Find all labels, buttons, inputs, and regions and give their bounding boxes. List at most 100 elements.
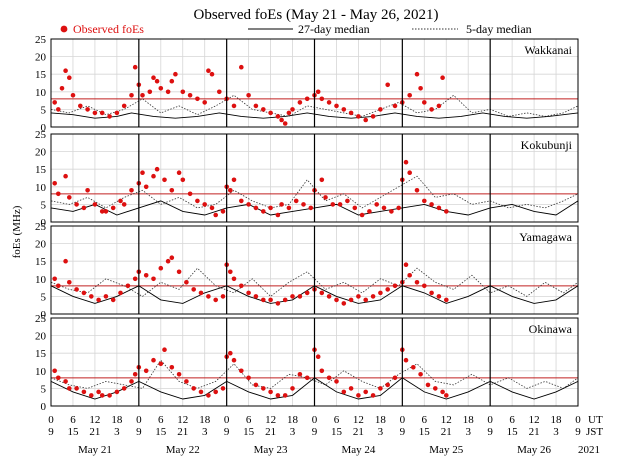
observed-point — [275, 212, 281, 218]
observed-point — [341, 301, 347, 306]
observed-point — [202, 202, 207, 207]
observed-point — [261, 297, 266, 303]
observed-point — [282, 393, 288, 398]
observed-point — [315, 89, 321, 95]
observed-point — [429, 290, 434, 296]
x-tick-ut: 6 — [70, 414, 76, 426]
observed-point — [151, 357, 156, 363]
observed-point — [253, 103, 259, 109]
observed-point — [429, 107, 434, 112]
observed-point — [103, 209, 109, 214]
observed-point — [81, 389, 87, 395]
observed-point — [129, 188, 134, 193]
observed-point — [140, 93, 145, 98]
observed-point — [290, 386, 295, 391]
observed-point — [81, 205, 87, 211]
x-tick-ut: 0 — [400, 414, 406, 426]
observed-point — [180, 177, 186, 183]
observed-point — [436, 205, 442, 211]
observed-point — [293, 198, 299, 204]
observed-point — [411, 365, 416, 370]
observed-point — [370, 393, 376, 398]
observed-point — [151, 276, 156, 282]
y-tick-label: 15 — [35, 164, 47, 176]
observed-point — [239, 368, 244, 374]
x-tick-ut: 0 — [136, 414, 142, 426]
observed-point — [85, 107, 90, 112]
x-tick-jst: 15 — [67, 426, 79, 438]
observed-point — [407, 273, 413, 278]
panel-kokubunji: 0 5 10 15 20 25 Kokubunji — [35, 129, 579, 229]
legend-observed-label: Observed foEs — [73, 22, 144, 36]
observed-point — [253, 205, 259, 211]
observed-point — [414, 71, 420, 77]
observed-point — [220, 386, 226, 391]
observed-point — [440, 75, 445, 80]
y-tick-label: 20 — [35, 239, 47, 251]
median27-line — [50, 112, 579, 119]
observed-point — [191, 386, 196, 391]
observed-point — [239, 283, 244, 289]
observed-point — [363, 117, 369, 123]
y-tick-label: 5 — [41, 291, 47, 303]
x-tick-ut: 6 — [422, 414, 428, 426]
observed-point — [279, 202, 284, 207]
observed-point — [169, 365, 175, 370]
observed-point — [176, 269, 182, 275]
observed-point — [385, 287, 391, 292]
observed-point — [436, 294, 442, 299]
x-tick-ut: 18 — [111, 414, 123, 426]
x-tick-jst: 3 — [553, 426, 559, 438]
observed-point — [246, 290, 251, 296]
observed-point — [268, 205, 273, 211]
observed-point — [231, 177, 237, 183]
observed-point — [341, 107, 347, 112]
observed-point — [444, 297, 449, 303]
x-tick-jst: 9 — [487, 426, 493, 438]
x-tick-ut: 18 — [463, 414, 475, 426]
observed-point — [323, 195, 328, 200]
y-tick-label: 10 — [35, 274, 47, 286]
x-tick-ut: 18 — [199, 414, 211, 426]
observed-point — [143, 273, 149, 278]
observed-point — [147, 89, 153, 95]
observed-point — [176, 372, 182, 377]
x-day-label: May 26 — [517, 444, 551, 456]
x-tick-ut: 18 — [287, 414, 299, 426]
y-tick-label: 10 — [35, 182, 47, 194]
station-panels: 0 5 10 15 20 25 Wakkanai 0 5 10 15 20 25 Kokubunji 0 5 1… — [35, 34, 579, 413]
x-tick-ut: 6 — [334, 414, 340, 426]
observed-point — [169, 78, 175, 84]
observed-point — [396, 205, 402, 211]
x-tick-jst: 15 — [155, 426, 167, 438]
observed-point — [158, 361, 164, 367]
observed-point — [213, 297, 218, 303]
panel-frame — [50, 38, 579, 128]
x-tick-ut: 12 — [353, 414, 364, 426]
observed-point — [418, 86, 423, 91]
observed-point — [381, 205, 387, 211]
observed-point — [132, 276, 138, 282]
y-tick-label: 20 — [35, 147, 47, 159]
observed-point — [326, 294, 332, 299]
observed-point — [418, 372, 423, 377]
observed-point — [301, 202, 306, 207]
observed-point — [132, 372, 138, 377]
observed-point — [356, 393, 361, 398]
observed-point — [191, 287, 196, 292]
x-tick-jst: 21 — [89, 426, 100, 438]
jst-label: JST — [586, 426, 603, 438]
observed-point — [143, 368, 149, 374]
panel-frame — [50, 317, 579, 407]
observed-point — [184, 379, 189, 384]
x-tick-jst: 3 — [290, 426, 296, 438]
observed-point — [99, 209, 105, 214]
observed-point — [268, 297, 273, 303]
observed-point — [206, 294, 211, 299]
x-tick-ut: 0 — [487, 414, 493, 426]
observed-point — [378, 386, 383, 391]
x-tick-jst: 15 — [507, 426, 519, 438]
y-tick-label: 25 — [35, 129, 47, 141]
observed-point — [440, 389, 445, 395]
y-tick-label: 0 — [41, 309, 47, 321]
